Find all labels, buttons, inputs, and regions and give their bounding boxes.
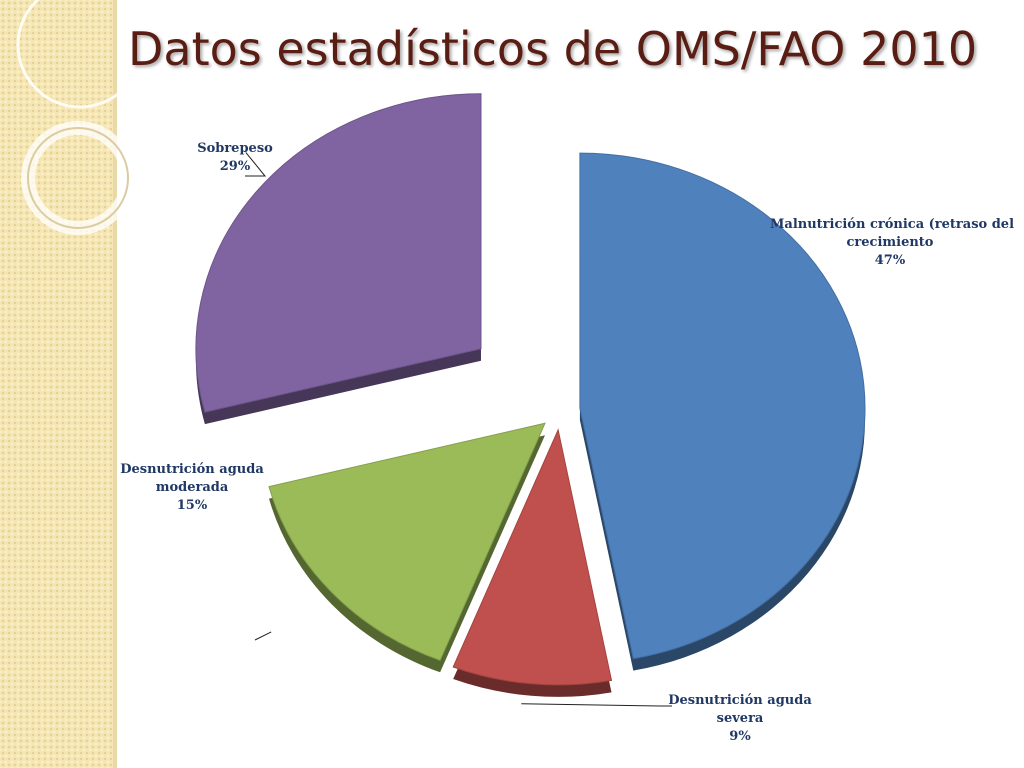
pie-slices [195, 93, 866, 697]
label-name-line-1: Desnutrición aguda [120, 462, 264, 477]
label-sobrepeso: Sobrepeso 29% [180, 140, 290, 176]
label-value: 47% [874, 253, 906, 268]
pie-slice-3 [195, 93, 482, 425]
label-name-line-2: moderada [155, 480, 229, 495]
label-value: 29% [219, 159, 251, 174]
label-value: 9% [729, 729, 751, 744]
label-desnutricion-severa: Desnutrición aguda severa 9% [660, 692, 820, 746]
label-name-line-1: Desnutrición aguda [668, 693, 812, 708]
pie-slice-top-2 [268, 422, 546, 661]
pie-slice-2 [268, 422, 546, 673]
pie-slice-top-0 [579, 152, 866, 660]
label-malnutricion-cronica: Malnutrición crónica (retraso del crecim… [770, 216, 1015, 270]
leader-line-1 [521, 703, 672, 707]
label-name-line-2: crecimiento [846, 235, 934, 250]
pie-slice-top-1 [452, 428, 613, 686]
label-name-line-1: Sobrepeso [197, 141, 273, 156]
label-desnutricion-moderada: Desnutrición aguda moderada 15% [112, 461, 272, 515]
pie-slice-top-3 [195, 93, 482, 413]
label-value: 15% [176, 498, 208, 513]
label-name-line-1: Malnutrición crónica (retraso del [770, 217, 1015, 232]
label-name-line-2: severa [716, 711, 764, 726]
circle-ornament-icon [16, 0, 130, 235]
pie-slice-0 [579, 152, 866, 671]
leader-line-2 [254, 631, 272, 641]
pie-slice-1 [452, 428, 613, 697]
leader-line-3 [245, 152, 267, 177]
slide-title: Datos estadísticos de OMS/FAO 2010 [128, 22, 978, 76]
side-band-edge [113, 0, 117, 768]
